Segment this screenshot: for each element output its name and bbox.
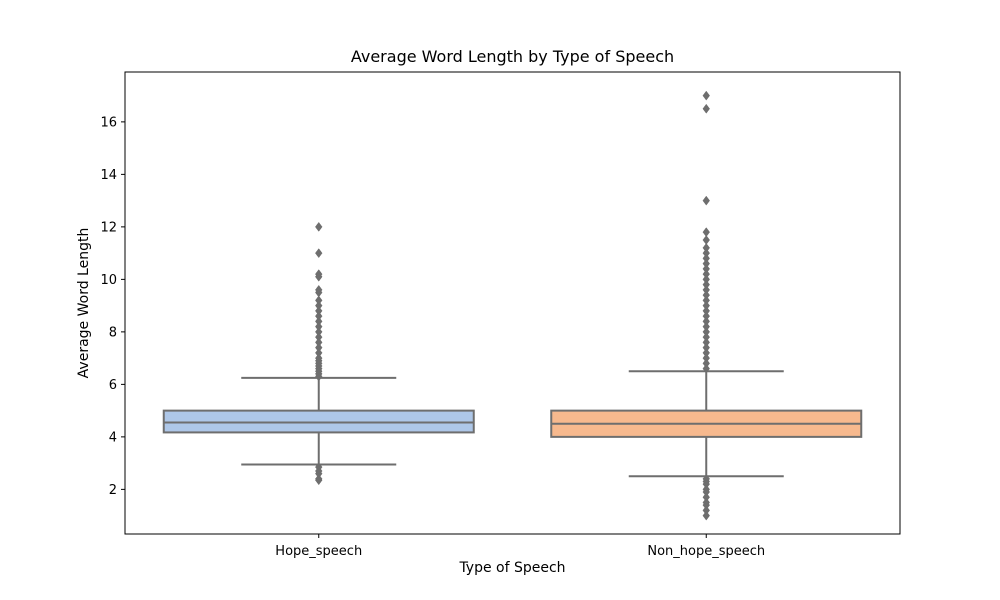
hope-outlier bbox=[315, 321, 323, 332]
y-tick-label: 12 bbox=[100, 220, 117, 235]
hope-outlier bbox=[315, 269, 323, 280]
y-tick-label: 16 bbox=[100, 115, 117, 130]
non-hope-outlier bbox=[702, 347, 710, 358]
y-tick-label: 6 bbox=[109, 378, 117, 393]
hope-outlier bbox=[315, 284, 323, 295]
x-tick-label: Non_hope_speech bbox=[647, 544, 765, 559]
non-hope-outlier bbox=[702, 332, 710, 343]
non-hope-outlier bbox=[702, 279, 710, 290]
non-hope-outlier bbox=[702, 510, 710, 521]
non-hope-outlier bbox=[702, 227, 710, 238]
hope-outlier bbox=[315, 248, 323, 259]
non-hope-outlier bbox=[702, 274, 710, 285]
chart-title: Average Word Length by Type of Speech bbox=[350, 47, 675, 66]
non-hope-outlier bbox=[702, 363, 710, 374]
non-hope-outlier bbox=[702, 103, 710, 114]
non-hope-outlier bbox=[702, 253, 710, 264]
non-hope-outlier bbox=[702, 337, 710, 348]
hope-outlier bbox=[315, 475, 323, 486]
hope-outlier bbox=[315, 295, 323, 306]
hope-outlier bbox=[315, 337, 323, 348]
non-hope-outlier bbox=[702, 353, 710, 364]
non-hope-outlier bbox=[702, 295, 710, 306]
y-tick-label: 10 bbox=[100, 273, 117, 288]
y-tick-label: 2 bbox=[109, 483, 117, 498]
x-tick-label: Hope_speech bbox=[275, 544, 362, 559]
y-tick-label: 14 bbox=[100, 168, 117, 183]
non-hope-outlier bbox=[702, 235, 710, 245]
non-hope-outlier bbox=[702, 90, 710, 101]
non-hope-outlier bbox=[702, 284, 710, 295]
hope-outlier bbox=[315, 300, 323, 311]
y-tick-label: 4 bbox=[109, 430, 117, 445]
x-axis-label: Type of Speech bbox=[459, 560, 566, 576]
hope-outlier bbox=[315, 316, 323, 327]
hope-outlier bbox=[315, 353, 323, 364]
non-hope-outlier bbox=[702, 326, 710, 337]
non-hope-outlier bbox=[702, 258, 710, 269]
hope-outlier bbox=[315, 305, 323, 316]
hope-outlier bbox=[315, 326, 323, 337]
hope-outlier bbox=[315, 221, 323, 232]
non-hope-outlier bbox=[702, 290, 710, 301]
non-hope-outlier bbox=[702, 311, 710, 322]
non-hope-outlier bbox=[702, 316, 710, 327]
hope-outlier bbox=[315, 311, 323, 322]
hope-outlier bbox=[315, 342, 323, 353]
plot-frame bbox=[124, 71, 901, 535]
y-tick-label: 8 bbox=[109, 325, 117, 340]
hope-outlier bbox=[315, 332, 323, 343]
non-hope-outlier bbox=[702, 242, 710, 253]
non-hope-outlier bbox=[702, 321, 710, 332]
non-hope-outlier bbox=[702, 342, 710, 353]
non-hope-outlier bbox=[702, 358, 710, 369]
non-hope-outlier bbox=[702, 263, 710, 274]
non-hope-outlier bbox=[702, 305, 710, 316]
non-hope-outlier bbox=[702, 300, 710, 311]
non-hope-outlier bbox=[702, 269, 710, 280]
non-hope-outlier bbox=[702, 248, 710, 259]
non-hope-outlier bbox=[702, 195, 710, 206]
hope-outlier bbox=[315, 347, 323, 358]
